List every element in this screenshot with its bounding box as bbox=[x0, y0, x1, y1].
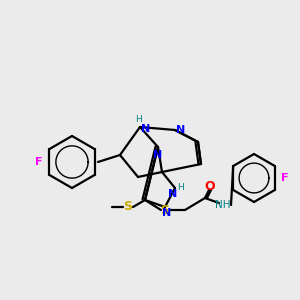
Text: F: F bbox=[35, 157, 43, 167]
Text: NH: NH bbox=[215, 200, 231, 210]
Text: N: N bbox=[153, 150, 163, 160]
Text: N: N bbox=[176, 125, 186, 135]
Text: O: O bbox=[205, 179, 215, 193]
Text: N: N bbox=[162, 208, 172, 218]
Text: S: S bbox=[160, 203, 169, 217]
Text: H: H bbox=[178, 184, 184, 193]
Text: F: F bbox=[281, 173, 289, 183]
Text: N: N bbox=[141, 124, 151, 134]
Text: N: N bbox=[168, 189, 178, 199]
Text: H: H bbox=[135, 115, 141, 124]
Text: S: S bbox=[124, 200, 133, 214]
